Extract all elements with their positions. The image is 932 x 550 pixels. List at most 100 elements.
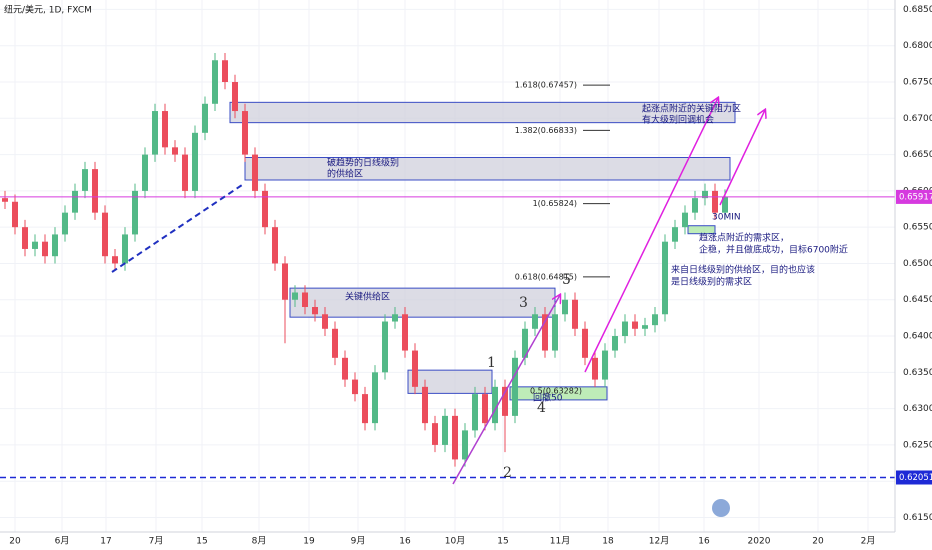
trend-line	[111, 182, 246, 273]
candle-body	[402, 314, 408, 351]
candle-body	[572, 299, 578, 329]
zones	[229, 101, 736, 401]
retracement-label: 0.5(0.63282)	[530, 387, 582, 396]
drawings	[111, 98, 765, 517]
candle-body	[582, 328, 588, 358]
candle-body	[612, 336, 618, 351]
candle-body	[92, 169, 98, 213]
x-tick-label: 7月	[149, 536, 164, 547]
price-tag	[896, 189, 932, 204]
zone	[244, 156, 731, 181]
candle-body	[592, 357, 598, 380]
candle-body	[252, 154, 258, 191]
candle-body	[102, 212, 108, 257]
candle-body	[692, 198, 698, 213]
candle-body	[282, 263, 288, 300]
x-tick-label: 8月	[252, 536, 267, 547]
candle-body	[42, 241, 48, 257]
candle-body	[372, 372, 378, 424]
candle-body	[342, 357, 348, 380]
candle-body	[702, 190, 708, 199]
candle-body	[182, 154, 188, 191]
x-tick-label: 15	[497, 537, 508, 547]
note: 是日线级别的需求区	[671, 276, 752, 288]
candle-body	[662, 241, 668, 315]
fib-label: 0.618(0.64815)	[515, 272, 577, 281]
x-tick-label: 9月	[351, 536, 366, 547]
zone	[289, 287, 556, 318]
note: 的供给区	[327, 168, 363, 180]
candle-body	[82, 169, 88, 191]
candle-body	[322, 314, 328, 329]
candle-body	[472, 394, 478, 431]
candle-body	[432, 423, 438, 445]
candle-body	[32, 241, 38, 249]
candle-body	[512, 357, 518, 416]
candle-body	[562, 299, 568, 315]
x-tick-label: 6月	[55, 536, 70, 547]
candle-body	[482, 394, 488, 424]
candle-body	[502, 386, 508, 416]
zone	[407, 369, 493, 394]
note: 有大级别回调机会	[642, 114, 714, 126]
candle-body	[412, 350, 418, 387]
arrow	[584, 98, 718, 373]
fib-label: 1(0.65824)	[533, 199, 577, 208]
price-tag	[896, 470, 932, 485]
candle-body	[672, 227, 678, 242]
note: 趋涨点附近的需求区，	[699, 232, 789, 244]
arrow	[719, 110, 765, 206]
x-tick-label: 2月	[861, 536, 876, 547]
note: 企稳，并且做底成功，目标6700附近	[699, 244, 848, 256]
x-tick-label: 15	[196, 537, 207, 547]
candle-body	[682, 212, 688, 228]
candle-body	[232, 82, 238, 112]
candle-body	[362, 394, 368, 424]
candle-body	[152, 111, 158, 155]
zone	[229, 101, 736, 124]
x-tick-label: 10月	[445, 536, 465, 547]
candle-body	[122, 234, 128, 264]
note: 关键供给区	[345, 291, 390, 303]
x-tick-label: 16	[399, 537, 411, 547]
candle-body	[202, 103, 208, 133]
candle-body	[542, 314, 548, 351]
candle-body	[442, 415, 448, 445]
grid	[0, 0, 895, 532]
wave-label: 1	[487, 355, 496, 371]
candle-body	[462, 430, 468, 460]
candle-body	[382, 321, 388, 373]
candle-body	[332, 328, 338, 358]
candle-body	[452, 415, 458, 460]
candle-body	[622, 321, 628, 337]
x-tick-label: 12月	[649, 536, 669, 547]
x-tick-label: 16	[698, 537, 710, 547]
candle-body	[222, 60, 228, 83]
candle-body	[522, 328, 528, 358]
x-tick-label: 17	[100, 537, 111, 547]
note: 30MIN	[712, 213, 741, 223]
candle-body	[712, 190, 718, 213]
candle-body	[192, 132, 198, 191]
note: 起涨点附近的关键阻力区	[642, 103, 741, 115]
note: 来自日线级别的供给区，目的也应该	[671, 264, 815, 276]
candle-body	[302, 292, 308, 308]
candle-body	[112, 256, 118, 264]
candle-body	[212, 60, 218, 104]
candle-body	[392, 314, 398, 322]
x-tick-label: 19	[303, 537, 315, 547]
candle-body	[72, 190, 78, 213]
candle-body	[242, 111, 248, 155]
wave-label: 5	[562, 272, 571, 288]
candle-body	[62, 212, 68, 235]
candles	[2, 52, 728, 467]
zone	[687, 225, 716, 235]
